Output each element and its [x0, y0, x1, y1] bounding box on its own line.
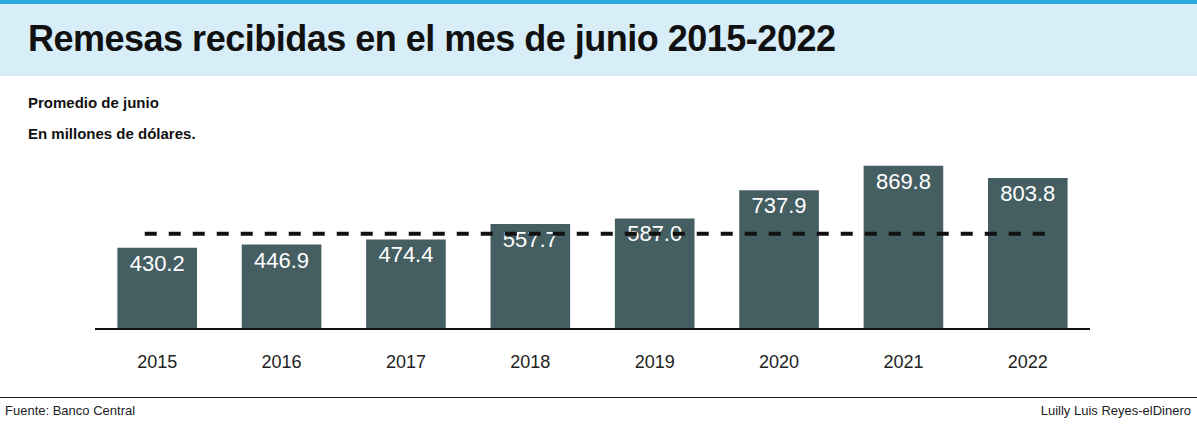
html-text:Promedio de junio: Promedio de junio: [28, 94, 159, 111]
svg-text:2022: 2022: [1008, 352, 1048, 372]
svg-text:803.8: 803.8: [1000, 181, 1055, 206]
svg-text:2020: 2020: [759, 352, 799, 372]
svg-text:2015: 2015: [137, 352, 177, 372]
svg-text:557.7: 557.7: [503, 227, 558, 252]
svg-text:2016: 2016: [262, 352, 302, 372]
html-text:En millones de dólares.: En millones de dólares.: [28, 125, 196, 142]
svg-text:446.9: 446.9: [254, 248, 309, 273]
svg-text:2021: 2021: [883, 352, 923, 372]
html-text:Fuente: Banco Central: Fuente: Banco Central: [5, 403, 136, 418]
html-text:Remesas recibidas en el mes de: Remesas recibidas en el mes de junio 201…: [28, 18, 836, 59]
svg-text:2019: 2019: [635, 352, 675, 372]
html-text:Luilly Luis Reyes-elDinero: Luilly Luis Reyes-elDinero: [1040, 403, 1191, 418]
svg-text:2018: 2018: [510, 352, 550, 372]
svg-text:737.9: 737.9: [752, 193, 807, 218]
svg-text:869.8: 869.8: [876, 169, 931, 194]
svg-text:474.4: 474.4: [378, 242, 433, 267]
svg-text:2017: 2017: [386, 352, 426, 372]
svg-text:587.0: 587.0: [627, 221, 682, 246]
svg-text:430.2: 430.2: [130, 251, 185, 276]
